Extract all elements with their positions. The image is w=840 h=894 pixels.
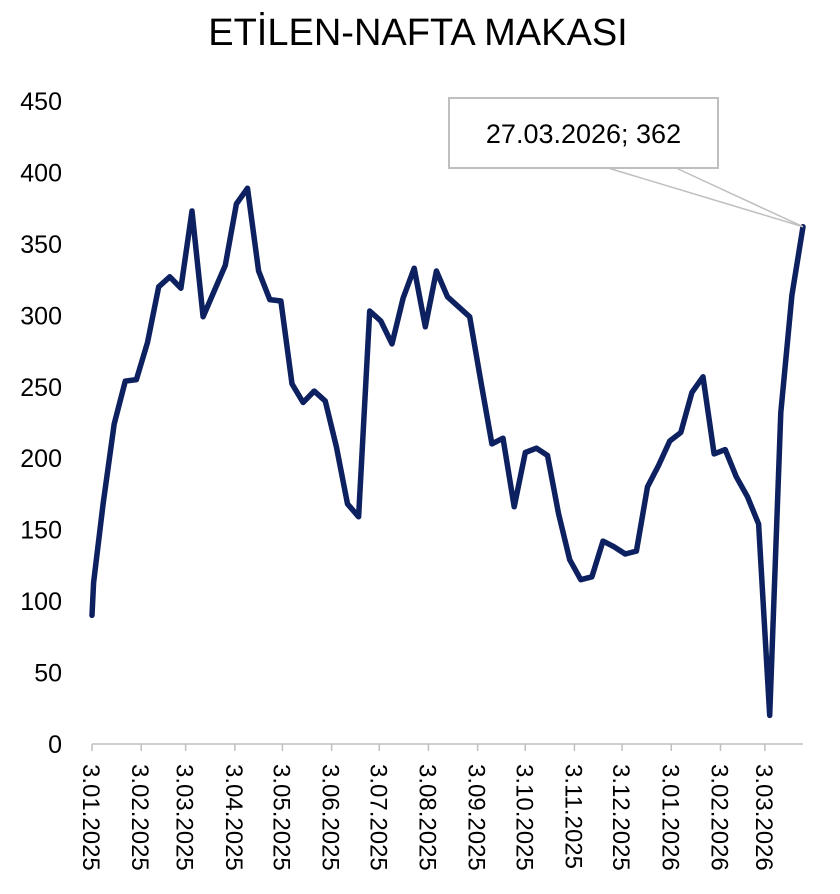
- y-tick-label: 200: [20, 445, 62, 473]
- x-tick-label: 3.09.2025: [463, 764, 490, 871]
- y-tick-label: 300: [20, 302, 62, 330]
- y-tick-label: 150: [20, 517, 62, 545]
- y-tick-label: 100: [20, 588, 62, 616]
- x-tick-label: 3.11.2025: [559, 764, 586, 869]
- callout-leader-line: [607, 167, 804, 228]
- series-line: [89, 185, 806, 719]
- callout-leader-line: [675, 167, 804, 228]
- x-tick-label: 3.08.2025: [413, 764, 440, 871]
- x-tick-label: 3.03.2025: [171, 764, 198, 871]
- x-tick-label: 3.02.2025: [126, 764, 153, 871]
- callout-label: 27.03.2026; 362: [486, 119, 681, 149]
- x-tick-label: 3.12.2025: [607, 764, 634, 871]
- x-tick-label: 3.05.2025: [267, 764, 294, 871]
- y-tick-label: 50: [34, 660, 62, 688]
- x-tick-label: 3.06.2025: [317, 764, 344, 871]
- x-tick-label: 3.01.2026: [656, 764, 683, 871]
- x-tick-label: 3.04.2025: [220, 764, 247, 871]
- y-tick-label: 0: [48, 731, 62, 759]
- data-callout: 27.03.2026; 362: [448, 97, 804, 228]
- x-tick-label: 3.02.2026: [705, 764, 732, 871]
- x-tick-label: 3.10.2025: [510, 764, 537, 871]
- x-axis: 3.01.2025 3.02.2025 3.03.2025 3.04.2025 3.05…: [77, 743, 803, 871]
- y-tick-label: 250: [20, 374, 62, 402]
- callout-box: [448, 97, 719, 169]
- x-tick-label: 3.07.2025: [364, 764, 391, 871]
- y-tick-label: 400: [20, 159, 62, 187]
- y-tick-label: 450: [20, 88, 62, 116]
- series-layer: [89, 185, 806, 719]
- x-tick-label: 3.03.2026: [750, 764, 777, 871]
- x-tick-label: 3.01.2025: [77, 764, 104, 871]
- y-axis: 0 50 100 150 200 250 300 350 400 450: [20, 88, 62, 759]
- chart-title: ETİLEN-NAFTA MAKASI: [208, 11, 627, 54]
- y-tick-label: 350: [20, 231, 62, 259]
